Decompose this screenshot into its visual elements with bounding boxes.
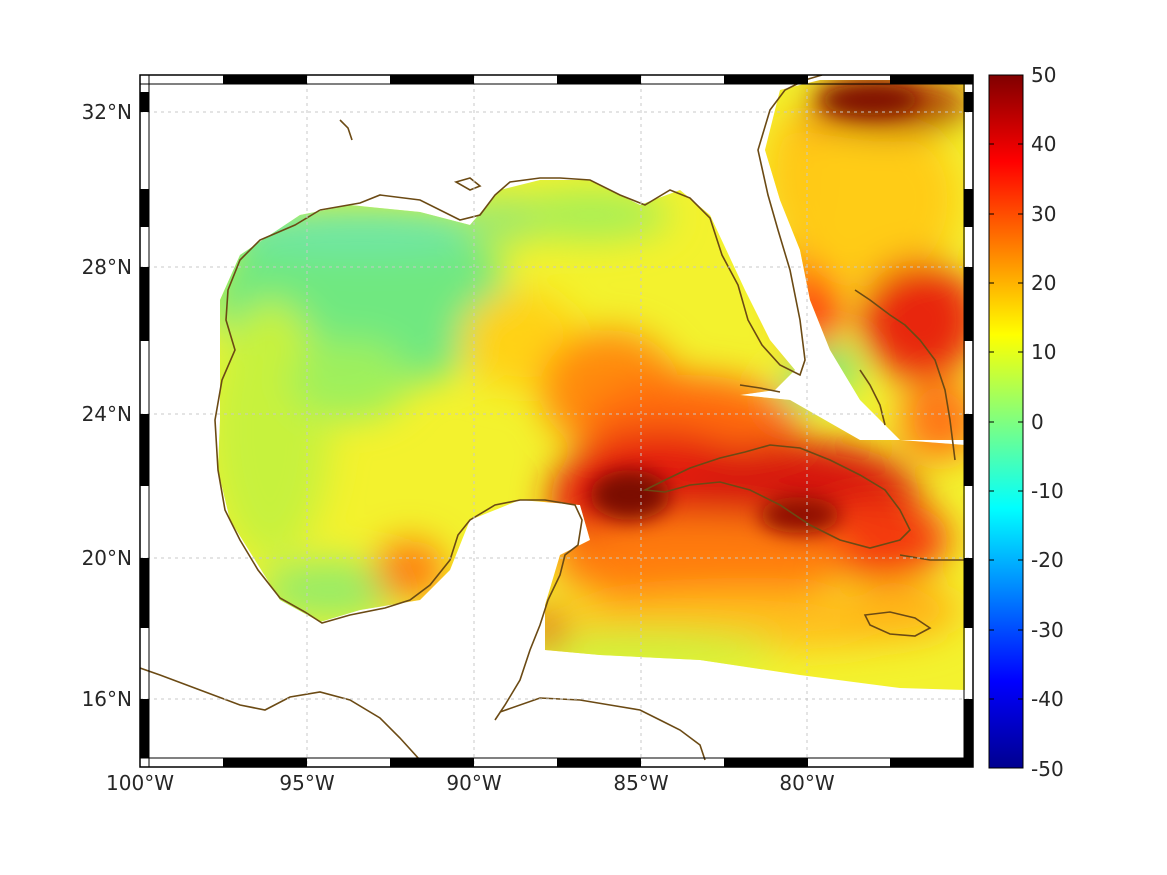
gridlines: [140, 75, 973, 767]
colorbar: 50 40 30 20 10 0 -10 -20 -30 -40 -50: [988, 63, 1064, 781]
colorbar-tick-label: 10: [1031, 340, 1056, 364]
y-tick-label: 16°N: [82, 687, 132, 711]
colorbar-gradient: [988, 74, 1024, 769]
colorbar-tick-label: -40: [1031, 687, 1064, 711]
map-frame: [139, 74, 974, 768]
x-tick-label: 95°W: [279, 771, 334, 795]
colorbar-tick-label: -20: [1031, 548, 1064, 572]
y-tick-labels: 32°N 28°N 24°N 20°N 16°N: [82, 100, 132, 711]
x-tick-labels: 100°W 95°W 90°W 85°W 80°W: [106, 771, 835, 795]
colorbar-tick-label: 30: [1031, 202, 1056, 226]
y-tick-label: 24°N: [82, 402, 132, 426]
x-tick-label: 90°W: [446, 771, 501, 795]
colorbar-tick-label: 50: [1031, 63, 1056, 87]
x-tick-label: 85°W: [613, 771, 668, 795]
colorbar-tick-label: 20: [1031, 271, 1056, 295]
y-tick-label: 20°N: [82, 546, 132, 570]
colorbar-tick-label: 0: [1031, 410, 1044, 434]
x-tick-label: 80°W: [779, 771, 834, 795]
colorbar-tick-label: -30: [1031, 618, 1064, 642]
y-tick-label: 32°N: [82, 100, 132, 124]
colorbar-tick-label: 40: [1031, 132, 1056, 156]
y-tick-label: 28°N: [82, 255, 132, 279]
x-tick-label: 100°W: [106, 771, 174, 795]
colorbar-tick-label: -50: [1031, 757, 1064, 781]
colorbar-tick-label: -10: [1031, 479, 1064, 503]
